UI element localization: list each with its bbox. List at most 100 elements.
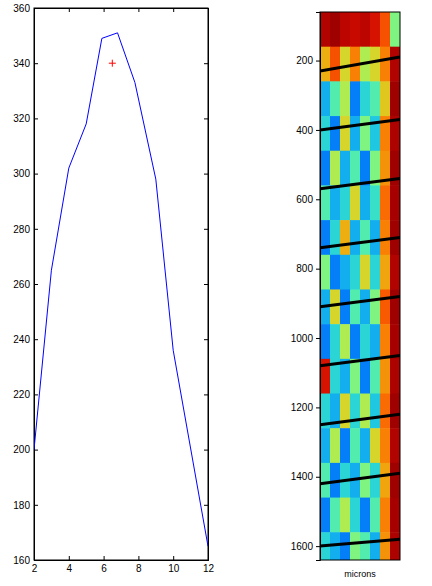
tick: 400 xyxy=(296,125,320,136)
tick-mark xyxy=(316,199,320,200)
heatmap-cell xyxy=(360,498,371,533)
tick-label: 10 xyxy=(168,563,180,574)
tick-label: 320 xyxy=(13,113,30,124)
tick-mark xyxy=(316,546,320,547)
heatmap-cell xyxy=(350,498,361,533)
heatmap-cell xyxy=(370,185,381,220)
heatmap-cell xyxy=(320,116,331,151)
heatmap-cell xyxy=(340,428,351,463)
tick: 200 xyxy=(296,55,320,66)
tick xyxy=(204,505,208,506)
heatmap-cell xyxy=(340,47,351,82)
heatmap-cell xyxy=(350,151,361,186)
tick-mark xyxy=(316,338,320,339)
heatmap-cell xyxy=(380,47,391,82)
axis xyxy=(35,8,209,12)
axis: 24681012 xyxy=(32,556,215,574)
tick-label: 280 xyxy=(13,224,30,235)
tick-mark xyxy=(316,61,320,62)
heatmap-cell xyxy=(330,151,341,186)
heatmap-cell xyxy=(320,463,331,498)
tick-mark xyxy=(34,394,38,395)
heatmap-cell xyxy=(320,428,331,463)
heatmap-cell xyxy=(330,498,341,533)
heatmap-cell xyxy=(380,185,391,220)
heatmap-cell xyxy=(370,47,381,82)
heatmap-cell xyxy=(340,255,351,290)
heatmap-cell xyxy=(340,151,351,186)
heatmap-cell xyxy=(350,185,361,220)
heatmap-cell xyxy=(350,116,361,151)
tick-mark xyxy=(34,284,38,285)
heatmap-cell xyxy=(360,12,371,47)
tick-label: 160 xyxy=(13,555,30,566)
axis-line xyxy=(35,9,39,561)
tick-label: 4 xyxy=(67,563,73,574)
tick-mark xyxy=(34,560,38,561)
tick-label: 2 xyxy=(32,563,38,574)
tick-mark xyxy=(69,8,70,12)
tick-mark xyxy=(34,229,38,230)
heatmap-cell xyxy=(370,463,381,498)
axis: 160180200220240260280300320340360 xyxy=(13,3,38,566)
tick-mark xyxy=(34,450,38,451)
heatmap-cell xyxy=(370,498,381,533)
tick-mark xyxy=(204,450,208,451)
heatmap-cell xyxy=(360,289,371,324)
tick-label: 400 xyxy=(296,125,313,136)
tick-label: 8 xyxy=(136,563,142,574)
heatmap-cell xyxy=(350,324,361,359)
boundary-line xyxy=(320,414,400,424)
heatmap-cell xyxy=(340,81,351,116)
tick: 6 xyxy=(101,556,107,574)
tick: 360 xyxy=(13,3,38,14)
heatmap-cell xyxy=(350,255,361,290)
heatmap-cell xyxy=(390,428,400,463)
heatmap-cell xyxy=(340,116,351,151)
heatmap-cell xyxy=(340,324,351,359)
boundary-line xyxy=(320,120,400,130)
tick-mark xyxy=(204,284,208,285)
tick xyxy=(208,8,209,12)
tick-mark xyxy=(34,118,38,119)
heatmap-cell xyxy=(380,394,391,429)
axis: 2004006008001000120014001600 xyxy=(291,13,321,561)
heatmap-cell xyxy=(380,428,391,463)
tick-label: 240 xyxy=(13,334,30,345)
tick: 4 xyxy=(67,556,73,574)
tick: 260 xyxy=(13,279,38,290)
tick-label: 340 xyxy=(13,58,30,69)
heatmap-cell xyxy=(340,532,351,560)
heatmap-cell xyxy=(350,220,361,255)
heatmap-cell xyxy=(380,12,391,47)
tick: 1000 xyxy=(291,333,320,344)
tick-mark xyxy=(138,8,139,12)
heatmap-cell xyxy=(330,81,341,116)
heatmap-cell xyxy=(380,463,391,498)
tick xyxy=(204,63,208,64)
heatmap-cell xyxy=(350,12,361,47)
heatmap-cell xyxy=(370,81,381,116)
tick: 800 xyxy=(296,263,320,274)
heatmap-cell xyxy=(390,359,400,394)
tick-mark xyxy=(173,8,174,12)
heatmap-cell xyxy=(370,289,381,324)
boundary-line xyxy=(320,178,400,188)
heatmap-cell xyxy=(390,463,400,498)
heatmap-cell xyxy=(360,324,371,359)
tick: 1400 xyxy=(291,471,320,482)
heatmap-cell xyxy=(370,394,381,429)
tick-mark xyxy=(204,394,208,395)
heatmap-cell xyxy=(390,255,400,290)
tick-label: 600 xyxy=(296,194,313,205)
tick xyxy=(204,118,208,119)
heatmap-cell xyxy=(360,463,371,498)
heatmap-cell xyxy=(370,428,381,463)
tick-mark xyxy=(34,63,38,64)
plot-frame xyxy=(320,12,400,560)
tick-mark xyxy=(34,174,38,175)
boundary-line xyxy=(320,237,400,247)
tick-label: 800 xyxy=(296,263,313,274)
tick xyxy=(204,339,208,340)
heatmap-cell xyxy=(320,81,331,116)
